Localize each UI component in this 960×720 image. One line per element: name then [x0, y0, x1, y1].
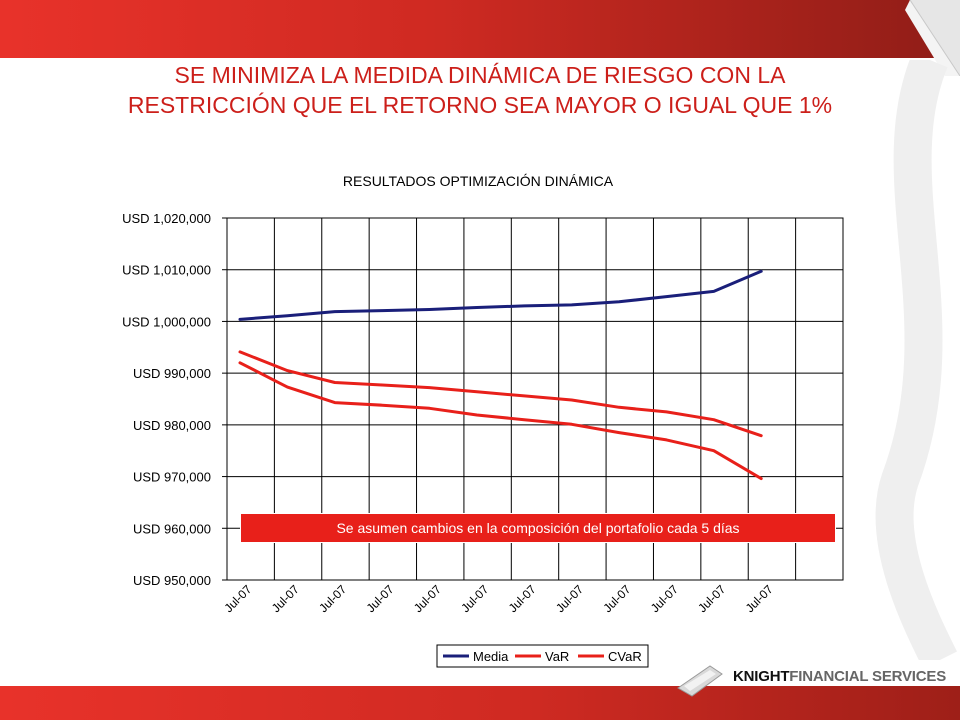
y-axis-labels: USD 1,020,000 USD 1,010,000 USD 1,000,000 U…: [122, 211, 211, 588]
y-tick-label: USD 1,010,000: [122, 263, 211, 278]
brand-name-strong: KNIGHT: [733, 668, 790, 685]
legend-label: Media: [473, 649, 509, 664]
x-tick-label: Jul-07: [364, 582, 397, 615]
y-tick-label: USD 990,000: [133, 366, 211, 381]
brand: KNIGHTFINANCIAL SERVICES: [670, 652, 950, 700]
slide-title: SE MINIMIZA LA MEDIDA DINÁMICA DE RIESGO…: [40, 60, 920, 120]
x-tick-label: Jul-07: [601, 582, 634, 615]
y-tick-label: USD 980,000: [133, 418, 211, 433]
note-box: Se asumen cambios en la composición del …: [240, 513, 836, 543]
x-tick-label: Jul-07: [458, 582, 491, 615]
x-tick-label: Jul-07: [221, 582, 254, 615]
knight-logo-icon: [677, 665, 723, 697]
series-lines: [238, 269, 763, 481]
y-tick-label: USD 1,020,000: [122, 211, 211, 226]
x-tick-label: Jul-07: [269, 582, 302, 615]
header-bar: [0, 0, 960, 58]
legend-label: VaR: [545, 649, 569, 664]
slide-title-line1: SE MINIMIZA LA MEDIDA DINÁMICA DE RIESGO…: [174, 62, 786, 88]
x-tick-label: Jul-07: [743, 582, 776, 615]
brand-name: KNIGHTFINANCIAL SERVICES: [733, 668, 946, 685]
x-tick-label: Jul-07: [648, 582, 681, 615]
y-tick-label: USD 960,000: [133, 521, 211, 536]
series-line-var: [238, 361, 763, 481]
x-tick-label: Jul-07: [506, 582, 539, 615]
x-tick-label: Jul-07: [411, 582, 444, 615]
footer-bar: [0, 686, 960, 720]
series-line-cvar: [238, 350, 763, 438]
chart-title: RESULTADOS OPTIMIZACIÓN DINÁMICA: [343, 173, 614, 189]
x-tick-label: Jul-07: [695, 582, 728, 615]
corner-flap: [905, 0, 960, 76]
x-axis-labels: Jul-07 Jul-07 Jul-07 Jul-07 Jul-07 Jul-07 Jul-…: [221, 582, 775, 615]
legend-label: CVaR: [608, 649, 642, 664]
slide-title-line2: RESTRICCIÓN QUE EL RETORNO SEA MAYOR O I…: [127, 92, 833, 118]
legend-box: [436, 644, 649, 668]
legend: Media VaR CVaR: [436, 644, 649, 668]
series-line-media: [238, 269, 763, 321]
brand-name-rest: FINANCIAL SERVICES: [789, 668, 947, 685]
x-tick-label: Jul-07: [316, 582, 349, 615]
y-tick-label: USD 950,000: [133, 573, 211, 588]
background-ornament: [875, 60, 957, 660]
x-tick-label: Jul-07: [553, 582, 586, 615]
y-tick-label: USD 970,000: [133, 470, 211, 485]
y-tick-label: USD 1,000,000: [122, 314, 211, 329]
